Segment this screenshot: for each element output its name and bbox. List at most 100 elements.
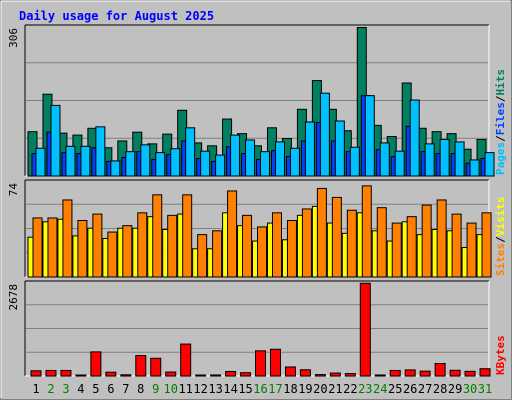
y-max-label: 306 (7, 28, 20, 48)
day-label-9: 9 (152, 382, 159, 396)
bar-pages-day-10 (170, 148, 181, 177)
day-label-26: 26 (403, 382, 417, 396)
bar-kbytes-day-23 (359, 282, 371, 377)
bar-sites-day-14 (227, 190, 238, 278)
bar-kbytes-day-6 (105, 371, 117, 377)
bar-pages-day-18 (289, 147, 300, 177)
day-label-27: 27 (418, 382, 432, 396)
day-label-30: 30 (463, 382, 477, 396)
day-label-21: 21 (328, 382, 342, 396)
bar-pages-day-9 (155, 152, 166, 177)
bar-sites-day-16 (257, 226, 268, 278)
day-label-22: 22 (343, 382, 357, 396)
bar-sites-day-2 (47, 217, 58, 278)
day-label-23: 23 (358, 382, 372, 396)
bar-kbytes-day-29 (449, 369, 461, 377)
bar-kbytes-day-11 (180, 343, 192, 377)
bar-pages-day-26 (409, 99, 420, 177)
day-label-17: 17 (268, 382, 282, 396)
bar-sites-day-5 (92, 213, 103, 278)
bar-pages-day-11 (185, 127, 196, 177)
bar-kbytes-day-7 (120, 374, 132, 377)
bar-kbytes-day-22 (344, 373, 356, 377)
legend-entry: Pages (494, 142, 507, 175)
bar-pages-day-14 (230, 134, 241, 177)
day-label-15: 15 (238, 382, 252, 396)
bar-sites-day-4 (77, 220, 88, 278)
legend-entry: / (494, 236, 507, 243)
legend-entry: Files (494, 102, 507, 135)
bar-kbytes-day-25 (389, 369, 401, 377)
bar-pages-day-23 (364, 95, 375, 177)
bar-kbytes-day-13 (210, 374, 222, 377)
bar-sites-day-3 (62, 199, 73, 278)
series-kbytes (30, 282, 491, 377)
bar-kbytes-day-31 (479, 368, 491, 377)
bar-kbytes-day-28 (434, 362, 446, 377)
day-label-13: 13 (208, 382, 222, 396)
bar-pages-day-13 (215, 154, 226, 177)
bar-pages-day-22 (349, 146, 360, 177)
day-label-25: 25 (388, 382, 402, 396)
bar-kbytes-day-3 (60, 369, 72, 377)
bar-pages-day-28 (439, 138, 450, 177)
bar-sites-day-21 (331, 196, 342, 278)
bar-pages-day-15 (245, 139, 256, 177)
day-label-18: 18 (283, 382, 297, 396)
bar-pages-day-16 (260, 151, 271, 177)
day-label-10: 10 (163, 382, 177, 396)
bar-pages-day-12 (200, 150, 211, 177)
bar-kbytes-day-24 (374, 374, 386, 377)
bar-sites-day-13 (212, 230, 223, 278)
bar-sites-day-22 (346, 209, 357, 278)
day-label-28: 28 (433, 382, 447, 396)
bar-kbytes-day-5 (90, 351, 102, 377)
day-label-5: 5 (92, 382, 99, 396)
bar-sites-day-23 (361, 185, 372, 278)
legend-entry: / (494, 95, 507, 102)
day-label-2: 2 (47, 382, 54, 396)
bar-kbytes-day-10 (165, 371, 177, 377)
bar-pages-day-6 (110, 160, 121, 177)
bar-sites-day-31 (481, 212, 492, 278)
bar-pages-day-5 (95, 126, 106, 177)
day-label-24: 24 (373, 382, 387, 396)
bar-sites-day-24 (376, 207, 387, 278)
day-label-7: 7 (122, 382, 129, 396)
day-label-14: 14 (223, 382, 237, 396)
bar-sites-day-29 (451, 213, 462, 278)
bar-sites-day-10 (167, 214, 178, 278)
legend: Sites/Visits (494, 197, 507, 277)
panel-kbytes: 2678 KBytes (7, 280, 507, 377)
day-label-1: 1 (32, 382, 39, 396)
bar-sites-day-12 (197, 234, 208, 278)
bar-sites-day-6 (107, 231, 118, 278)
bar-kbytes-day-19 (299, 369, 311, 377)
bar-sites-day-26 (406, 216, 417, 278)
bar-pages-day-20 (319, 92, 330, 177)
y-max-label: 2678 (7, 284, 20, 311)
chart-title: Daily usage for August 2025 (19, 9, 214, 23)
y-max-label: 74 (7, 183, 20, 197)
bar-pages-day-24 (379, 142, 390, 177)
legend-entry: / (494, 135, 507, 142)
bar-sites-day-8 (137, 212, 148, 278)
bar-kbytes-day-1 (30, 370, 42, 377)
day-label-3: 3 (62, 382, 69, 396)
bar-kbytes-day-4 (75, 374, 87, 377)
legend-entry: Hits (494, 69, 507, 96)
bar-kbytes-day-2 (45, 369, 57, 377)
bar-pages-day-30 (469, 159, 480, 177)
day-label-31: 31 (478, 382, 492, 396)
bar-pages-day-31 (484, 152, 495, 177)
day-label-16: 16 (253, 382, 267, 396)
bar-kbytes-day-30 (464, 370, 476, 377)
legend-entry: KBytes (494, 335, 507, 375)
bar-kbytes-day-18 (284, 366, 296, 377)
day-label-29: 29 (448, 382, 462, 396)
bar-kbytes-day-14 (225, 370, 237, 377)
bar-pages-day-29 (454, 141, 465, 177)
